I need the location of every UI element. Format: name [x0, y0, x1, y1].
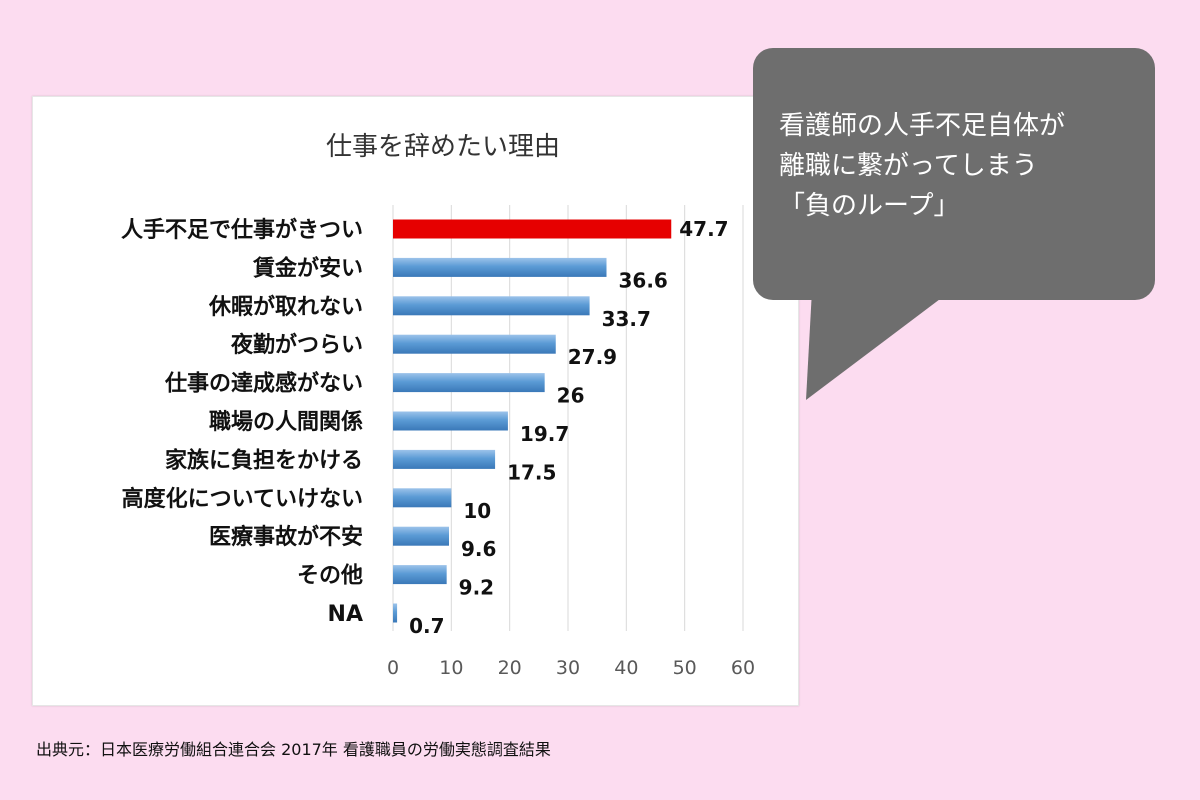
bar — [393, 219, 672, 239]
x-tick-label: 30 — [556, 657, 580, 679]
bar — [393, 565, 447, 585]
category-label: NA — [328, 602, 363, 627]
category-label: 高度化についていけない — [122, 486, 363, 512]
x-tick-label: 20 — [498, 657, 522, 679]
callout-line: 「負のループ」 — [779, 191, 960, 221]
category-label: 賃金が安い — [252, 255, 363, 281]
bar — [393, 334, 556, 354]
category-label: 休暇が取れない — [208, 294, 363, 320]
bar — [393, 526, 449, 546]
category-label: 家族に負担をかける — [165, 447, 363, 473]
value-label: 47.7 — [679, 217, 728, 241]
value-label: 9.2 — [459, 576, 494, 600]
value-label: 27.9 — [568, 345, 617, 369]
value-label: 36.6 — [619, 268, 668, 292]
bar — [393, 603, 398, 623]
bar — [393, 373, 545, 393]
category-label: 夜勤がつらい — [230, 332, 363, 358]
chart-title: 仕事を辞めたい理由 — [326, 132, 560, 162]
value-labels: 47.7 36.6 33.7 27.9 26 19.7 17.5 10 9.6 9.2 0.7 — [409, 217, 729, 638]
source-note: 出典元：日本医療労働組合連合会 2017年 看護職員の労働実態調査結果 — [36, 740, 551, 759]
x-tick-label: 0 — [387, 657, 399, 679]
category-label: その他 — [297, 564, 363, 589]
bar — [393, 257, 607, 277]
value-label: 0.7 — [409, 614, 444, 638]
value-label: 10 — [463, 499, 491, 523]
value-label: 17.5 — [507, 460, 556, 484]
x-axis-ticks: 0 10 20 30 40 50 60 — [387, 657, 755, 679]
x-tick-label: 10 — [439, 657, 463, 679]
chart-panel: 仕事を辞めたい理由 人手不足で仕事がきつい賃金が安い休暇が取れない夜勤がつらい仕… — [32, 96, 799, 706]
category-label: 医療事故が不安 — [209, 524, 363, 550]
value-label: 33.7 — [602, 307, 651, 331]
value-label: 19.7 — [520, 422, 569, 446]
bar — [393, 296, 590, 316]
category-labels: 人手不足で仕事がきつい賃金が安い休暇が取れない夜勤がつらい仕事の達成感がない職場… — [121, 217, 363, 627]
category-label: 人手不足で仕事がきつい — [121, 217, 363, 243]
bar — [393, 411, 508, 431]
category-label: 仕事の達成感がない — [164, 371, 363, 397]
bar — [393, 488, 452, 508]
callout-bubble: 看護師の人手不足自体が 離職に繋がってしまう 「負のループ」 — [753, 48, 1155, 300]
value-label: 26 — [557, 384, 585, 408]
bar — [393, 449, 496, 469]
bar-chart: 仕事を辞めたい理由 人手不足で仕事がきつい賃金が安い休暇が取れない夜勤がつらい仕… — [121, 132, 755, 679]
bars — [393, 219, 672, 623]
value-label: 9.6 — [461, 537, 496, 561]
callout-line: 離職に繋がってしまう — [779, 151, 1038, 181]
x-tick-label: 50 — [673, 657, 697, 679]
callout-line: 看護師の人手不足自体が — [779, 111, 1066, 141]
x-tick-label: 60 — [731, 657, 755, 679]
x-tick-label: 40 — [614, 657, 638, 679]
category-label: 職場の人間関係 — [209, 409, 363, 435]
